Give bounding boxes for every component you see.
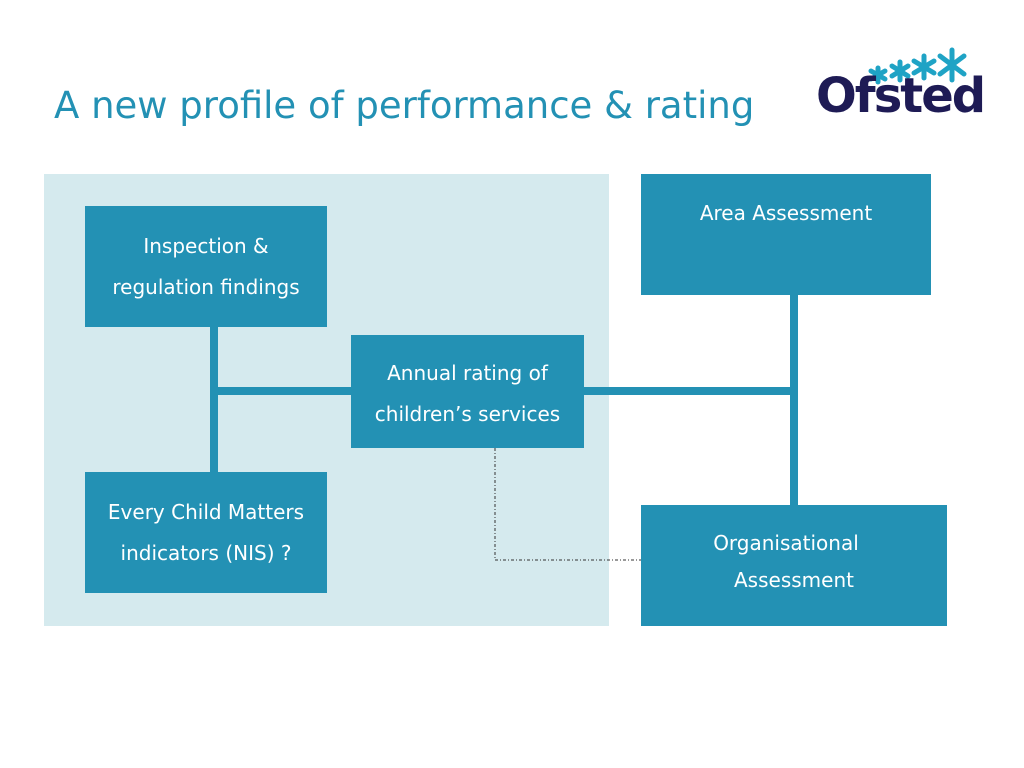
annual-rating-box: Annual rating of children’s services: [351, 335, 584, 448]
ecm-indicators-line2: indicators (NIS) ?: [120, 541, 292, 565]
inspection-findings-line2: regulation findings: [112, 275, 300, 299]
ofsted-stars-icon: [868, 47, 967, 85]
connector-vertical-right: [790, 294, 798, 506]
connector-horizontal-right: [583, 387, 798, 395]
area-assessment-box: Area Assessment: [641, 174, 931, 295]
slide-title: A new profile of performance & rating: [54, 84, 755, 127]
annual-rating-line2: children’s services: [374, 402, 561, 426]
ofsted-logo: Ofsted: [812, 46, 986, 130]
connector-horizontal-left: [210, 387, 352, 395]
organisational-assessment-line2: Assessment: [734, 568, 854, 592]
annual-rating-line1: Annual rating of: [387, 361, 548, 385]
ecm-indicators-box: Every Child Matters indicators (NIS) ?: [85, 472, 327, 593]
logo-wordmark: Ofsted: [816, 68, 986, 124]
inspection-findings-line1: Inspection &: [143, 234, 269, 258]
ecm-indicators-line1: Every Child Matters: [107, 500, 305, 524]
inspection-findings-box: Inspection & regulation findings: [85, 206, 327, 327]
connector-vertical-left: [210, 326, 218, 474]
area-assessment-label: Area Assessment: [699, 201, 873, 225]
organisational-assessment-line1: Organisational: [713, 531, 859, 555]
organisational-assessment-box: Organisational Assessment: [641, 505, 947, 626]
